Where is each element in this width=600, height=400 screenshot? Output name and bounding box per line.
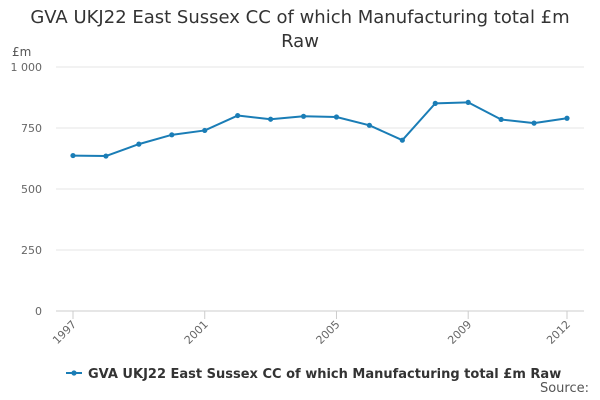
series-layer [70, 99, 570, 159]
data-point [103, 153, 109, 159]
data-point [235, 112, 241, 119]
data-point [531, 120, 537, 126]
y-tick-label: 250 [21, 244, 42, 257]
legend-label: GVA UKJ22 East Sussex CC of which Manufa… [88, 367, 561, 382]
data-point [202, 127, 208, 134]
y-axis-unit-label: £m [12, 45, 31, 59]
data-point [432, 100, 438, 106]
y-tick-label: 1 000 [11, 61, 43, 74]
x-tick-label: 1997 [50, 318, 79, 347]
data-point [300, 113, 307, 119]
y-axis-tick-labels: 0 250 500 750 1 000 [11, 61, 43, 318]
data-point [333, 114, 340, 120]
data-point [465, 99, 471, 105]
y-tick-label: 0 [35, 305, 42, 318]
legend-swatch-marker [71, 370, 77, 376]
x-tick-label: 2001 [182, 318, 211, 347]
data-point [70, 152, 76, 159]
x-tick-label: 2005 [314, 318, 343, 347]
x-tick-label: 2009 [445, 318, 474, 347]
data-point [498, 116, 504, 123]
data-point [366, 122, 372, 128]
y-tick-label: 750 [21, 122, 42, 135]
x-tick-label: 2012 [544, 318, 573, 347]
legend[interactable]: GVA UKJ22 East Sussex CC of which Manufa… [66, 367, 561, 382]
data-point [564, 115, 570, 121]
chart-title-line-1: GVA UKJ22 East Sussex CC of which Manufa… [30, 7, 570, 28]
x-axis-ticks: 1997 2001 2005 2009 2012 [50, 311, 573, 347]
data-point [169, 132, 175, 138]
y-tick-label: 500 [21, 183, 42, 196]
gridlines [56, 66, 584, 251]
data-point [399, 137, 405, 143]
source-label: Source: [539, 381, 589, 396]
data-point [268, 116, 274, 122]
data-point [136, 141, 142, 147]
chart-title: GVA UKJ22 East Sussex CC of which Manufa… [0, 6, 600, 54]
series-line [72, 101, 568, 158]
chart-title-line-2: Raw [281, 31, 319, 52]
